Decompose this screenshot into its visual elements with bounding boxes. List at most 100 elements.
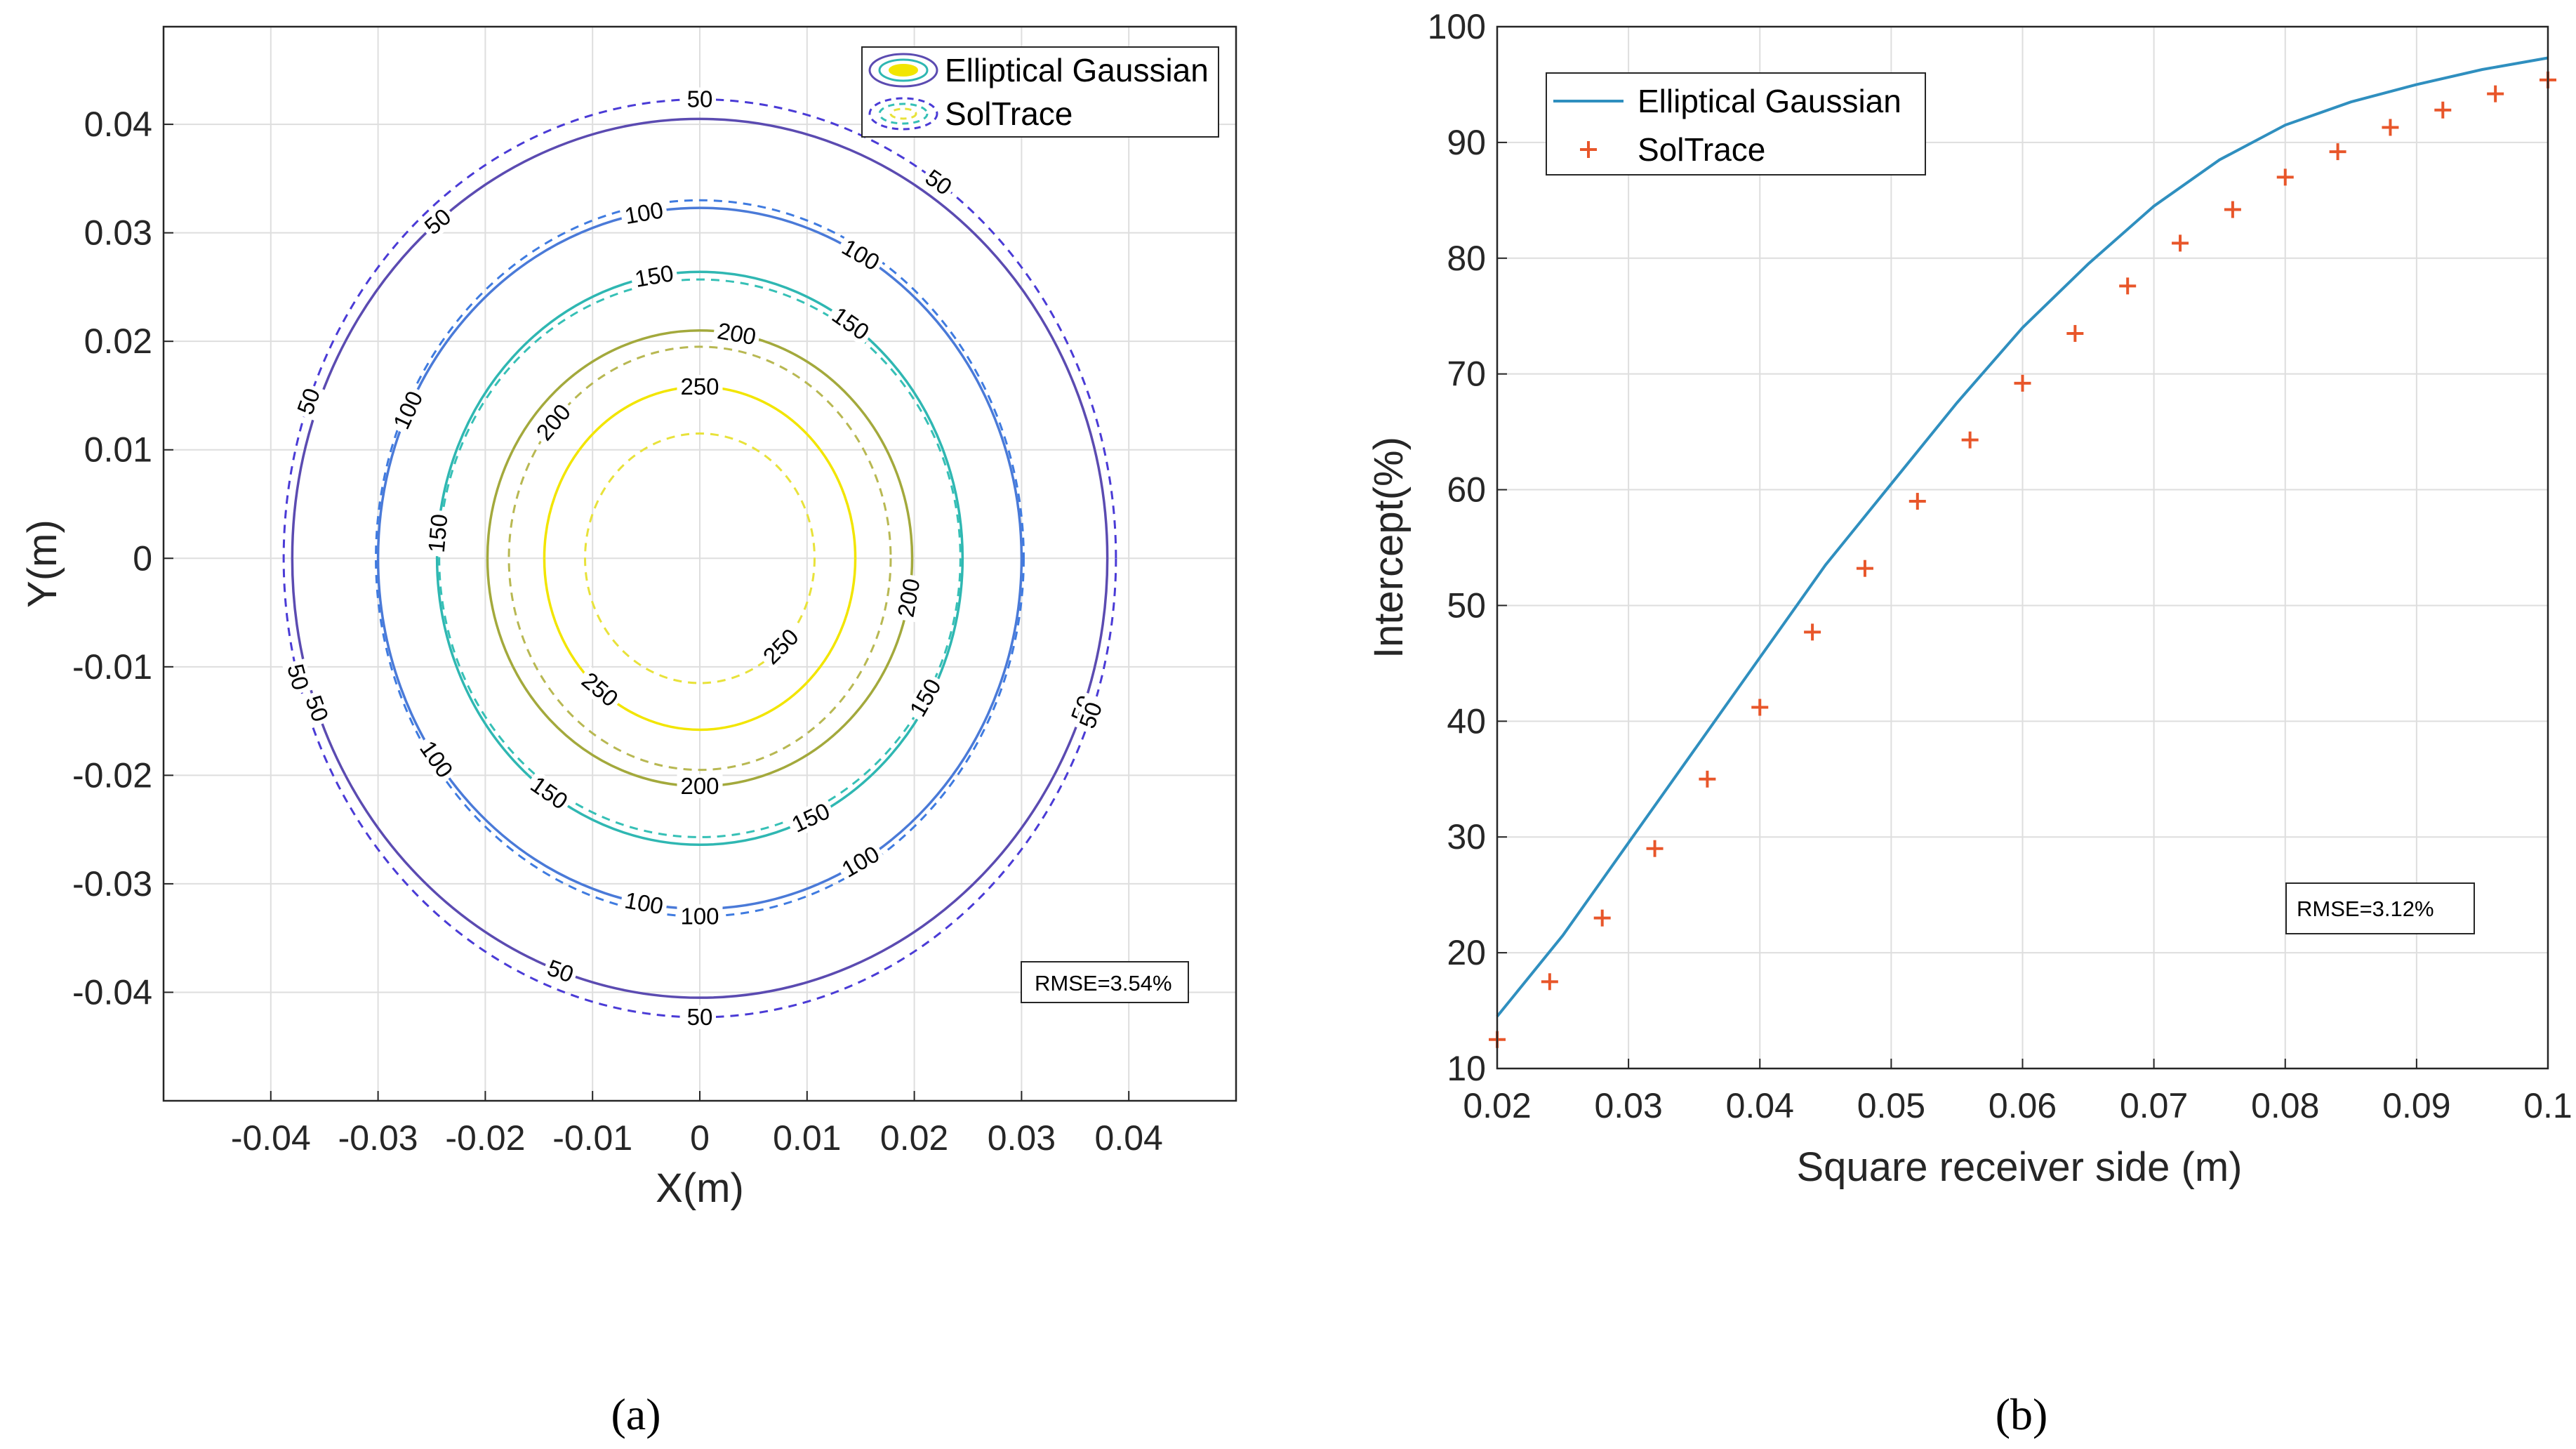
panel-b-x-tick-label: 0.1	[2523, 1086, 2572, 1125]
legend-plus-marker-icon	[1580, 141, 1597, 158]
elliptical-gaussian-line	[1496, 56, 2549, 1018]
panel-b-y-tick-label: 70	[1447, 355, 1486, 394]
svg-text:250: 250	[680, 373, 719, 399]
panel-a-x-tick-label: 0.01	[773, 1118, 841, 1158]
panel-b-x-label: Square receiver side (m)	[1797, 1144, 2243, 1190]
soltrace-point	[2119, 277, 2137, 295]
soltrace-point	[1961, 431, 1979, 449]
soltrace-contour-200	[507, 345, 892, 772]
soltrace-point	[2014, 374, 2031, 392]
soltrace-contour-50	[282, 98, 1117, 1019]
contour-label: 200	[677, 773, 723, 799]
panel-a-y-tick-label: -0.04	[72, 972, 152, 1012]
panel-b-x-tick-label: 0.02	[1463, 1086, 1531, 1125]
panel-b-y-tick-label: 40	[1447, 701, 1486, 741]
panel-b-y-tick-label: 50	[1447, 585, 1486, 625]
panel-a-x-label: X(m)	[656, 1165, 744, 1211]
panel-a-y-tick-label: -0.01	[72, 647, 152, 687]
panel-b-x-tick-label: 0.06	[1989, 1086, 2057, 1125]
panel-a-x-ticks: -0.04 -0.03 -0.02 -0.01 0 0.01 0.02 0.03 0.04	[231, 1091, 1163, 1158]
panel-a-x-tick-label: 0.02	[880, 1118, 948, 1158]
soltrace-point	[2172, 234, 2189, 252]
contour-label: 50	[281, 658, 314, 696]
panel-a-x-tick-label: -0.02	[445, 1118, 525, 1158]
soltrace-point	[1699, 770, 1716, 788]
panel-a-x-tick-label: -0.03	[338, 1118, 418, 1158]
panel-b-x-tick-label: 0.07	[2120, 1086, 2188, 1125]
panel-b-y-tick-label: 90	[1447, 123, 1486, 162]
legend-elliptical-gaussian-swatch-icon	[868, 53, 938, 88]
panel-a-legend: Elliptical Gaussian SolTrace	[861, 46, 1219, 138]
panel-b-legend: Elliptical Gaussian SolTrace	[1546, 72, 1926, 176]
soltrace-point	[2329, 143, 2346, 161]
panel-a-y-tick-label: 0.04	[84, 105, 152, 144]
panel-a-x-tick-label: -0.01	[552, 1118, 632, 1158]
panel-a-y-tick-label: 0	[133, 538, 152, 578]
soltrace-point	[1646, 840, 1664, 857]
panel-b-x-tick-label: 0.04	[1726, 1086, 1794, 1125]
svg-text:RMSE=3.12%: RMSE=3.12%	[2297, 896, 2434, 921]
panel-a-y-tick-label: -0.03	[72, 864, 152, 904]
panel-a-grid	[164, 27, 1236, 1101]
contour-label: 50	[684, 86, 716, 112]
soltrace-point	[2434, 101, 2452, 119]
soltrace-point	[2382, 119, 2399, 136]
soltrace-point	[1541, 973, 1558, 991]
panel-a-y-tick-label: -0.02	[72, 755, 152, 795]
contour-label: 50	[684, 1004, 716, 1030]
soltrace-contour-250	[584, 432, 816, 684]
legend-soltrace-swatch-icon	[868, 97, 938, 131]
panel-b-y-tick-label: 60	[1447, 470, 1486, 510]
panel-a-x-tick-label: 0.03	[988, 1118, 1056, 1158]
panel-b-x-tick-label: 0.03	[1594, 1086, 1662, 1125]
contour-label: 100	[619, 887, 669, 919]
contour-label: 50	[540, 954, 580, 988]
panel-b-x-ticks: 0.02 0.03 0.04 0.05 0.06 0.07 0.08 0.09 0.1	[1463, 1059, 2572, 1125]
svg-text:100: 100	[680, 903, 719, 929]
panel-a-contour-plot: 5050505010010010010010010015015015015015…	[20, 25, 1237, 1439]
gaussian-contour-150	[435, 270, 964, 847]
soltrace-point	[2276, 168, 2294, 186]
soltrace-point	[2066, 324, 2084, 342]
panel-a-y-tick-label: 0.01	[84, 430, 152, 470]
contour-label: 200	[712, 317, 762, 350]
panel-a-x-tick-label: -0.04	[231, 1118, 311, 1158]
contour-label: 150	[423, 509, 452, 557]
svg-text:50: 50	[687, 1004, 713, 1030]
soltrace-point	[1856, 560, 1873, 577]
gaussian-contour-50	[291, 117, 1109, 999]
panel-b-y-tick-label: 100	[1428, 7, 1486, 46]
legend-soltrace-label: SolTrace	[945, 95, 1073, 132]
panel-b-x-tick-label: 0.09	[2382, 1086, 2450, 1125]
panel-b-intercept-plot: 0.02 0.03 0.04 0.05 0.06 0.07 0.08 0.09 0.1 10 20…	[1366, 7, 2572, 1439]
soltrace-point	[2224, 201, 2241, 218]
panel-a-y-tick-label: 0.02	[84, 322, 152, 361]
panel-a-contour-labels: 5050505010010010010010010015015015015015…	[281, 86, 1108, 1030]
panel-b-y-tick-label: 30	[1447, 817, 1486, 856]
panel-a-x-tick-label: 0	[690, 1118, 710, 1158]
svg-text:50: 50	[687, 86, 713, 112]
panel-a-y-tick-label: 0.03	[84, 213, 152, 253]
soltrace-point	[1751, 699, 1769, 716]
panel-b-rmse-box: RMSE=3.12%	[2285, 882, 2475, 934]
panel-a-y-ticks: 0.04 0.03 0.02 0.01 0 -0.01 -0.02 -0.03 -0.04	[72, 105, 173, 1012]
panel-a-x-tick-label: 0.04	[1095, 1118, 1163, 1158]
panel-b-y-tick-label: 20	[1447, 933, 1486, 972]
panel-b-x-tick-label: 0.08	[2251, 1086, 2319, 1125]
svg-text:RMSE=3.54%: RMSE=3.54%	[1035, 971, 1172, 995]
soltrace-point	[2487, 85, 2504, 102]
contour-label: 100	[677, 903, 723, 929]
legend-elliptical-gaussian-line-label: Elliptical Gaussian	[1638, 83, 1901, 119]
legend-soltrace-marker-label: SolTrace	[1638, 131, 1765, 168]
contour-label: 250	[677, 373, 723, 399]
panel-b-y-ticks: 10 20 30 40 50 60 70 80 90 100	[1428, 7, 1507, 1088]
panel-b-y-tick-label: 80	[1447, 239, 1486, 278]
panel-a-caption: (a)	[611, 1389, 660, 1439]
soltrace-point	[1593, 909, 1611, 927]
legend-elliptical-gaussian-label: Elliptical Gaussian	[945, 52, 1209, 88]
panel-b-x-tick-label: 0.05	[1857, 1086, 1925, 1125]
panel-b-y-label: Intercept(%)	[1366, 437, 1412, 659]
svg-text:200: 200	[680, 773, 719, 799]
panel-a-y-label: Y(m)	[20, 520, 65, 608]
